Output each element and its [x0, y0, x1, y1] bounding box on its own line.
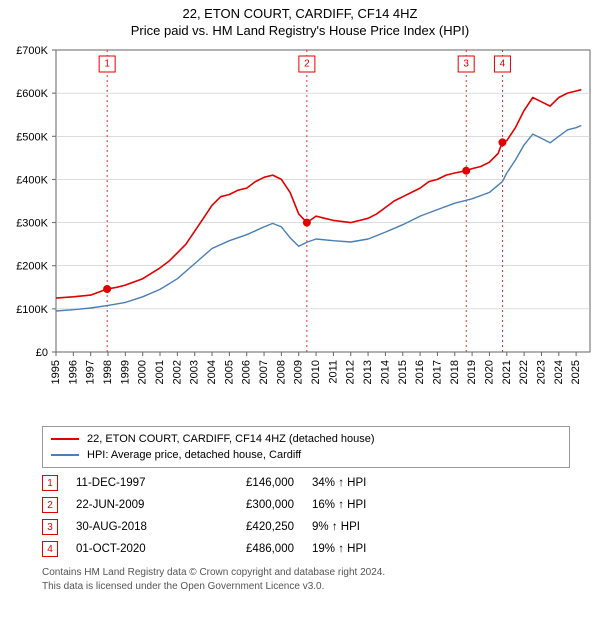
- y-axis-label: £100K: [16, 304, 48, 316]
- x-axis-label: 2021: [501, 360, 513, 384]
- chart-title-address: 22, ETON COURT, CARDIFF, CF14 4HZ: [0, 6, 600, 21]
- sale-point: [462, 167, 470, 175]
- sale-diff-vs-hpi: 9% ↑ HPI: [312, 521, 412, 533]
- legend-label: 22, ETON COURT, CARDIFF, CF14 4HZ (detac…: [87, 433, 375, 445]
- sale-price: £146,000: [204, 477, 294, 489]
- sale-marker-box: 4: [42, 541, 58, 557]
- legend-item: HPI: Average price, detached house, Card…: [51, 447, 561, 463]
- x-axis-label: 1998: [102, 360, 114, 384]
- x-axis-label: 2007: [258, 360, 270, 384]
- footer-line-2: This data is licensed under the Open Gov…: [42, 580, 570, 594]
- data-attribution: Contains HM Land Registry data © Crown c…: [42, 566, 570, 593]
- sale-row: 3 30-AUG-2018 £420,250 9% ↑ HPI: [42, 516, 570, 538]
- sale-date: 01-OCT-2020: [76, 543, 186, 555]
- x-axis-label: 2002: [171, 360, 183, 384]
- x-axis-label: 2018: [449, 360, 461, 384]
- sale-date: 11-DEC-1997: [76, 477, 186, 489]
- legend-swatch: [51, 454, 79, 456]
- y-axis-label: £300K: [16, 218, 48, 230]
- x-axis-label: 2024: [553, 360, 565, 384]
- sale-price: £420,250: [204, 521, 294, 533]
- x-axis-label: 2020: [483, 360, 495, 384]
- x-axis-label: 2006: [241, 360, 253, 384]
- sale-diff-vs-hpi: 34% ↑ HPI: [312, 477, 412, 489]
- legend-item: 22, ETON COURT, CARDIFF, CF14 4HZ (detac…: [51, 431, 561, 447]
- sale-diff-vs-hpi: 19% ↑ HPI: [312, 543, 412, 555]
- x-axis-label: 1997: [85, 360, 97, 384]
- sale-marker-box: 2: [42, 497, 58, 513]
- y-axis-label: £500K: [16, 131, 48, 143]
- chart-titles: 22, ETON COURT, CARDIFF, CF14 4HZ Price …: [0, 0, 600, 40]
- sale-date: 22-JUN-2009: [76, 499, 186, 511]
- sale-date: 30-AUG-2018: [76, 521, 186, 533]
- x-axis-label: 2013: [362, 360, 374, 384]
- sales-table: 1 11-DEC-1997 £146,000 34% ↑ HPI 2 22-JUN-200…: [42, 472, 570, 560]
- x-axis-label: 1996: [67, 360, 79, 384]
- legend-label: HPI: Average price, detached house, Card…: [87, 449, 301, 461]
- x-axis-label: 2019: [466, 360, 478, 384]
- sale-row: 1 11-DEC-1997 £146,000 34% ↑ HPI: [42, 472, 570, 494]
- legend: 22, ETON COURT, CARDIFF, CF14 4HZ (detac…: [42, 426, 570, 468]
- sale-flag: 1: [104, 59, 110, 70]
- sale-price: £300,000: [204, 499, 294, 511]
- x-axis-label: 2010: [310, 360, 322, 384]
- footer-line-1: Contains HM Land Registry data © Crown c…: [42, 566, 570, 580]
- y-axis-label: £200K: [16, 261, 48, 273]
- x-axis-label: 1999: [119, 360, 131, 384]
- x-axis-label: 2012: [345, 360, 357, 384]
- sale-point: [498, 138, 506, 146]
- x-axis-label: 2008: [275, 360, 287, 384]
- sale-marker-box: 1: [42, 475, 58, 491]
- x-axis-label: 2017: [431, 360, 443, 384]
- y-axis-label: £600K: [16, 88, 48, 100]
- x-axis-label: 2022: [518, 360, 530, 384]
- y-axis-label: £400K: [16, 174, 48, 186]
- sale-row: 4 01-OCT-2020 £486,000 19% ↑ HPI: [42, 538, 570, 560]
- chart-title-desc: Price paid vs. HM Land Registry's House …: [0, 23, 600, 38]
- x-axis-label: 2011: [327, 360, 339, 384]
- x-axis-label: 2025: [570, 360, 582, 384]
- sale-row: 2 22-JUN-2009 £300,000 16% ↑ HPI: [42, 494, 570, 516]
- sale-price: £486,000: [204, 543, 294, 555]
- x-axis-label: 2009: [293, 360, 305, 384]
- sale-point: [103, 285, 111, 293]
- sale-point: [303, 219, 311, 227]
- y-axis-label: £0: [36, 347, 48, 359]
- x-axis-label: 2023: [535, 360, 547, 384]
- x-axis-label: 2000: [137, 360, 149, 384]
- x-axis-label: 2005: [223, 360, 235, 384]
- sale-flag: 4: [500, 59, 506, 70]
- x-axis-label: 2016: [414, 360, 426, 384]
- x-axis-label: 2014: [379, 360, 391, 384]
- x-axis-label: 2003: [189, 360, 201, 384]
- x-axis-label: 2015: [397, 360, 409, 384]
- x-axis-label: 1995: [50, 360, 62, 384]
- sale-flag: 3: [463, 59, 469, 70]
- legend-swatch: [51, 438, 79, 440]
- y-axis-label: £700K: [16, 45, 48, 57]
- price-chart: £0 £100K £200K £300K £400K £500K £600K £700K 199…: [0, 40, 600, 420]
- x-axis-label: 2004: [206, 360, 218, 384]
- sale-flag: 2: [304, 59, 310, 70]
- sale-diff-vs-hpi: 16% ↑ HPI: [312, 499, 412, 511]
- sale-marker-box: 3: [42, 519, 58, 535]
- x-axis-label: 2001: [154, 360, 166, 384]
